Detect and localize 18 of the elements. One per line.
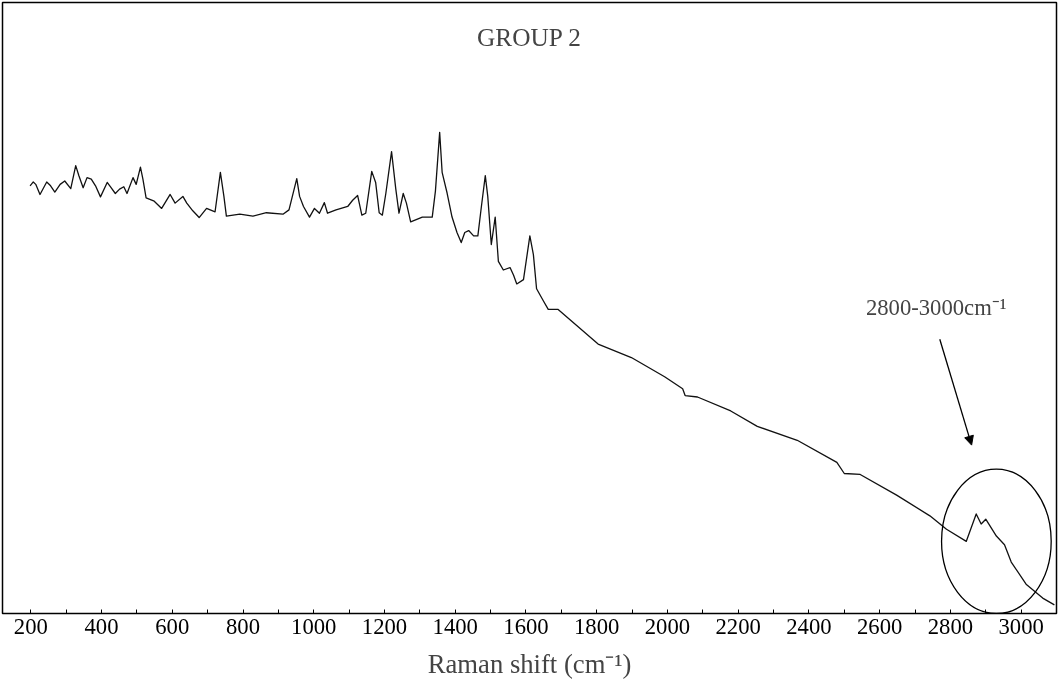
x-tick-label: 800 bbox=[226, 613, 260, 639]
x-tick-label: 2400 bbox=[786, 613, 832, 639]
x-tick-label: 1800 bbox=[574, 613, 620, 639]
x-tick-label: 3000 bbox=[998, 613, 1044, 639]
x-tick-label: 1600 bbox=[503, 613, 549, 639]
x-axis-title: Raman shift (cm⁻¹) bbox=[427, 648, 632, 679]
x-tick-label: 600 bbox=[155, 613, 190, 639]
x-tick-label: 1200 bbox=[361, 613, 408, 639]
x-tick-label: 2800 bbox=[927, 613, 974, 639]
x-tick-label: 1400 bbox=[432, 613, 478, 639]
x-tick-label: 2200 bbox=[715, 613, 761, 639]
x-tick-label: 200 bbox=[13, 613, 48, 639]
annotation: 2800-3000cm⁻¹ bbox=[865, 295, 1007, 321]
chart-title: GROUP 2 bbox=[477, 22, 581, 51]
x-tick-label: 400 bbox=[84, 613, 119, 639]
x-tick-label: 1000 bbox=[291, 613, 337, 639]
x-tick-label: 2000 bbox=[644, 613, 691, 639]
x-tick-label: 2600 bbox=[857, 613, 903, 639]
